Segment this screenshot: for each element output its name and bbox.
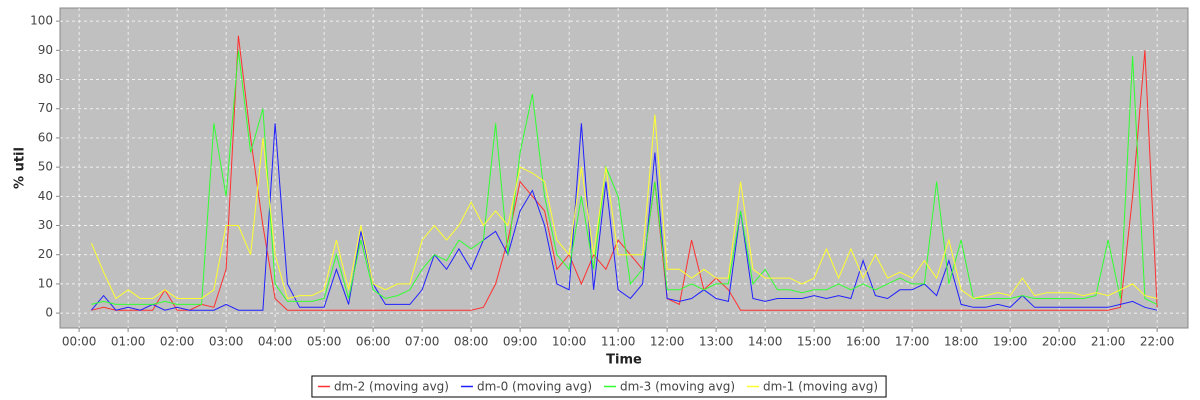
x-tick-label: 12:00 <box>650 335 685 349</box>
legend-label: dm-1 (moving avg) <box>763 380 878 394</box>
x-tick-label: 00:00 <box>62 335 97 349</box>
y-tick-label: 20 <box>38 247 53 261</box>
x-tick-label: 13:00 <box>699 335 734 349</box>
x-tick-label: 01:00 <box>111 335 146 349</box>
y-tick-label: 90 <box>38 43 53 57</box>
plot-area <box>59 7 1189 329</box>
y-tick-label: 100 <box>30 14 53 28</box>
x-tick-label: 18:00 <box>944 335 979 349</box>
x-tick-label: 19:00 <box>993 335 1028 349</box>
x-tick-label: 17:00 <box>895 335 930 349</box>
x-tick-label: 10:00 <box>552 335 587 349</box>
x-tick-label: 11:00 <box>601 335 636 349</box>
series-line <box>91 35 1158 311</box>
y-tick-label: 30 <box>38 218 53 232</box>
y-tick-label: 0 <box>45 306 53 320</box>
series-line <box>90 114 1158 300</box>
x-tick-label: 15:00 <box>797 335 832 349</box>
x-tick-label: 14:00 <box>748 335 783 349</box>
x-tick-label: 03:00 <box>209 335 244 349</box>
series-line <box>91 123 1158 311</box>
y-tick-label: 70 <box>38 101 53 115</box>
y-axis-title: % util <box>13 147 28 189</box>
x-tick-label: 07:00 <box>405 335 440 349</box>
legend-box <box>311 375 887 398</box>
legend-label: dm-0 (moving avg) <box>477 380 592 394</box>
y-tick-label: 10 <box>38 276 53 290</box>
x-tick-label: 16:00 <box>846 335 881 349</box>
x-tick-label: 02:00 <box>160 335 195 349</box>
x-tick-label: 04:00 <box>258 335 293 349</box>
x-tick-label: 06:00 <box>356 335 391 349</box>
x-tick-label: 21:00 <box>1091 335 1126 349</box>
x-axis-title: Time <box>606 353 642 368</box>
y-tick-label: 60 <box>38 130 53 144</box>
x-tick-label: 05:00 <box>307 335 342 349</box>
legend-label: dm-3 (moving avg) <box>620 380 735 394</box>
x-tick-label: 08:00 <box>454 335 489 349</box>
y-tick-label: 50 <box>38 160 53 174</box>
x-tick-label: 09:00 <box>503 335 538 349</box>
y-tick-label: 80 <box>38 72 53 86</box>
legend-label: dm-2 (moving avg) <box>334 380 449 394</box>
y-tick-label: 40 <box>38 189 53 203</box>
x-tick-label: 20:00 <box>1042 335 1077 349</box>
x-tick-label: 22:00 <box>1140 335 1175 349</box>
